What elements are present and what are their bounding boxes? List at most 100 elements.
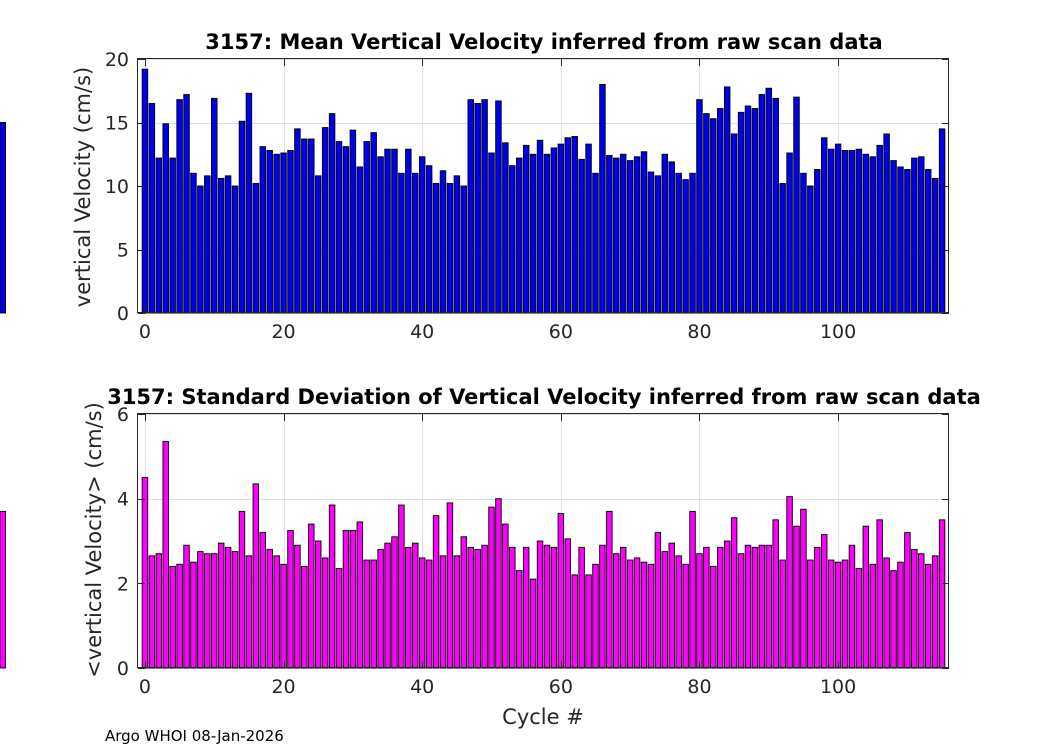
bar: [821, 534, 828, 669]
bar: [169, 565, 176, 669]
bar: [176, 99, 183, 314]
bar: [321, 127, 329, 314]
bar: [841, 559, 849, 669]
bar: [876, 519, 883, 669]
bar: [613, 157, 620, 314]
bar: [509, 546, 516, 669]
bar: [696, 553, 703, 669]
bar: [911, 157, 918, 314]
x-tick-label: 60: [549, 321, 573, 343]
bar: [148, 102, 156, 314]
bar: [807, 185, 814, 314]
bar: [876, 144, 883, 314]
bar: [217, 542, 225, 669]
bar: [308, 523, 315, 669]
bar: [883, 133, 890, 314]
bar: [571, 574, 578, 669]
bar: [654, 532, 662, 669]
bar: [758, 544, 766, 669]
bar: [543, 153, 551, 314]
bars: [0, 68, 946, 314]
bar: [557, 513, 565, 669]
bar: [841, 149, 849, 314]
chart-title: 3157: Mean Vertical Velocity inferred fr…: [205, 30, 882, 54]
bar: [710, 565, 717, 669]
bar: [821, 137, 828, 314]
bar: [474, 102, 481, 314]
y-tick-label: 15: [105, 113, 129, 135]
bar: [211, 97, 218, 314]
y-tick-label: 2: [117, 573, 129, 595]
bars: [0, 441, 946, 669]
bar: [668, 161, 675, 314]
bar: [453, 175, 461, 314]
bar: [564, 137, 571, 314]
bar: [363, 141, 370, 314]
bar: [890, 160, 897, 314]
bar: [772, 97, 779, 314]
bar: [488, 152, 495, 314]
bar: [654, 175, 662, 314]
bar: [779, 559, 786, 669]
bar: [675, 172, 682, 314]
bar: [814, 546, 821, 669]
bar: [495, 100, 502, 314]
bar: [509, 165, 516, 314]
bar: [141, 477, 149, 669]
bar: [522, 144, 530, 314]
bar: [578, 158, 585, 314]
y-tick-label: 0: [117, 303, 129, 325]
bar: [765, 87, 773, 314]
bar: [550, 147, 558, 314]
bar: [592, 563, 599, 669]
bar: [696, 99, 703, 314]
bar: [238, 120, 246, 314]
bar: [384, 542, 391, 669]
bar: [481, 99, 488, 314]
bar: [931, 177, 939, 314]
bar: [883, 557, 890, 669]
bar: [398, 172, 405, 314]
bar: [862, 525, 870, 669]
bar: [744, 105, 752, 314]
bar: [800, 508, 807, 669]
bar: [141, 68, 149, 314]
bar: [432, 515, 440, 669]
bar: [869, 563, 876, 669]
bar: [488, 506, 495, 669]
x-tick-label: 60: [549, 676, 573, 698]
bar: [585, 574, 592, 669]
bar: [779, 183, 786, 314]
bar: [183, 94, 190, 314]
bar: [162, 123, 169, 314]
bar: [855, 148, 863, 314]
bar: [730, 133, 738, 314]
bar: [918, 553, 925, 669]
bar: [800, 172, 807, 314]
bar: [204, 553, 211, 669]
bar: [938, 128, 946, 314]
bar: [467, 99, 474, 314]
bar: [786, 152, 793, 314]
bar: [349, 529, 357, 669]
bar: [543, 544, 551, 669]
bar: [377, 156, 384, 314]
bar: [862, 153, 870, 314]
bar: [633, 557, 641, 669]
bar: [703, 113, 710, 314]
bar: [557, 143, 565, 314]
bar: [751, 108, 759, 314]
bar: [516, 570, 523, 669]
bar: [328, 504, 336, 669]
bar: [384, 148, 391, 314]
bar: [814, 169, 821, 314]
bar: [516, 157, 523, 314]
x-axis-label: Cycle #: [502, 705, 584, 729]
bar: [710, 118, 717, 314]
bar: [190, 172, 197, 314]
bar: [730, 517, 738, 669]
chart-title: 3157: Standard Deviation of Vertical Vel…: [107, 385, 981, 409]
bar: [765, 544, 773, 669]
bar: [744, 544, 752, 669]
bar: [904, 169, 911, 314]
